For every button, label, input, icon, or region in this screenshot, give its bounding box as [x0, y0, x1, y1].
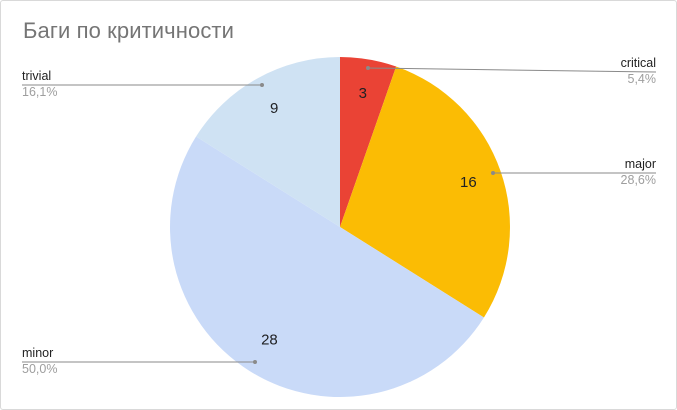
label-name-major: major	[625, 157, 656, 171]
leader-line-critical	[367, 67, 657, 73]
slice-value-minor: 28	[261, 331, 278, 348]
pie-slice-minor[interactable]	[170, 136, 484, 397]
leader-dot-major	[491, 171, 495, 175]
slice-value-major: 16	[460, 174, 477, 191]
label-percent-trivial: 16,1%	[22, 85, 57, 99]
label-name-critical: critical	[621, 56, 656, 70]
slice-value-trivial: 9	[270, 100, 278, 117]
pie-slice-major[interactable]	[340, 66, 510, 318]
label-percent-minor: 50,0%	[22, 362, 57, 376]
label-percent-critical: 5,4%	[628, 72, 657, 86]
chart-title: Баги по критичности	[23, 18, 234, 43]
label-name-trivial: trivial	[22, 69, 51, 83]
leader-dot-minor	[253, 360, 257, 364]
leader-dot-critical	[366, 66, 370, 70]
label-percent-major: 28,6%	[621, 173, 656, 187]
leader-dot-trivial	[260, 83, 264, 87]
pie-slice-critical[interactable]	[340, 57, 397, 227]
pie-slice-trivial[interactable]	[196, 57, 340, 227]
label-name-minor: minor	[22, 346, 53, 360]
slice-value-critical: 3	[359, 85, 367, 102]
